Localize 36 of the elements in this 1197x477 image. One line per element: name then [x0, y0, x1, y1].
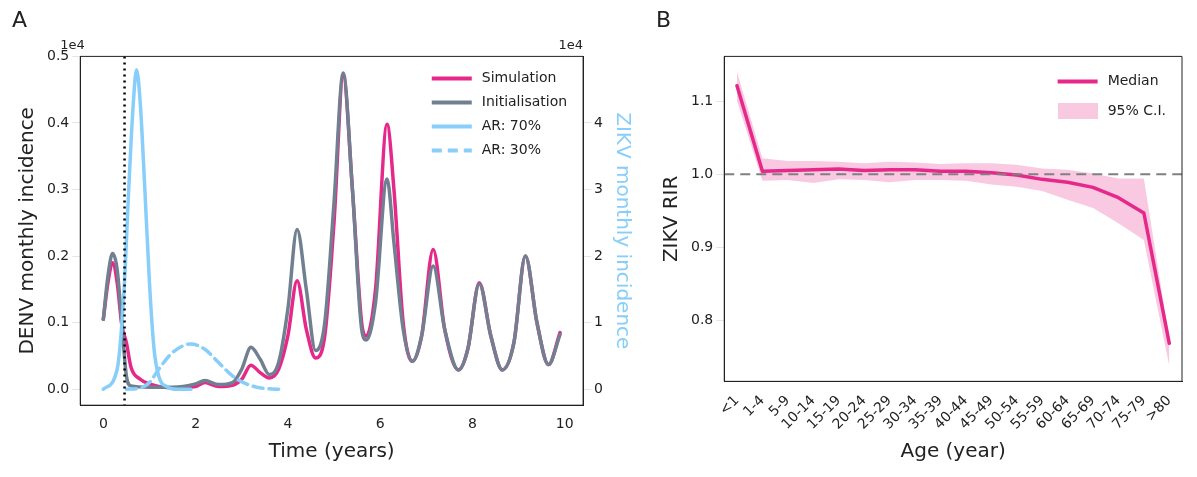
x-axis-title: Time (years)	[267, 438, 395, 463]
y-tick-label: 0.8	[691, 311, 714, 328]
y2-tick-label: 1	[594, 313, 604, 330]
x-tick-label: 0	[98, 415, 108, 432]
y2-tick-label: 3	[594, 180, 604, 197]
chart-title: B	[656, 6, 672, 32]
legend-label: AR: 30%	[481, 141, 541, 158]
x-tick-label: 10	[555, 415, 574, 432]
y-tick-label: 0.0	[47, 379, 70, 396]
y2-axis-title: ZIKV monthly incidence	[611, 112, 636, 350]
y-tick-label: 0.4	[47, 113, 70, 130]
y2-tick-label: 4	[594, 113, 604, 130]
y-tick-label: 0.3	[47, 180, 70, 197]
y-axis-title: DENV monthly incidence	[14, 107, 39, 355]
x-tick-label: 2	[191, 415, 201, 432]
x-axis-title: Age (year)	[900, 438, 1006, 463]
legend-label: Initialisation	[481, 93, 568, 110]
y2-tick-label: 0	[594, 379, 604, 396]
legend-label: Simulation	[481, 69, 557, 86]
x-tick-label: <1	[715, 391, 742, 418]
y-tick-label: 1.0	[691, 164, 714, 181]
y-tick-label: 0.9	[691, 238, 714, 255]
chart-title: A	[12, 6, 28, 32]
legend-label: AR: 70%	[481, 117, 541, 134]
x-tick-label: 1-4	[739, 391, 768, 420]
y-axis-title: ZIKV RIR	[658, 175, 683, 263]
legend-label: Median	[1107, 72, 1159, 89]
y-tick-label: 1.1	[691, 91, 714, 108]
annotation: 95% C.I.	[1107, 102, 1166, 119]
x-tick-label: 4	[283, 415, 293, 432]
x-tick-label: 8	[467, 415, 477, 432]
y-tick-label: 0.2	[47, 246, 70, 263]
text: 1e4	[558, 37, 584, 53]
x-tick-label: 6	[375, 415, 385, 432]
y2-tick-label: 2	[594, 246, 604, 263]
y-tick-label: 0.1	[47, 313, 70, 330]
